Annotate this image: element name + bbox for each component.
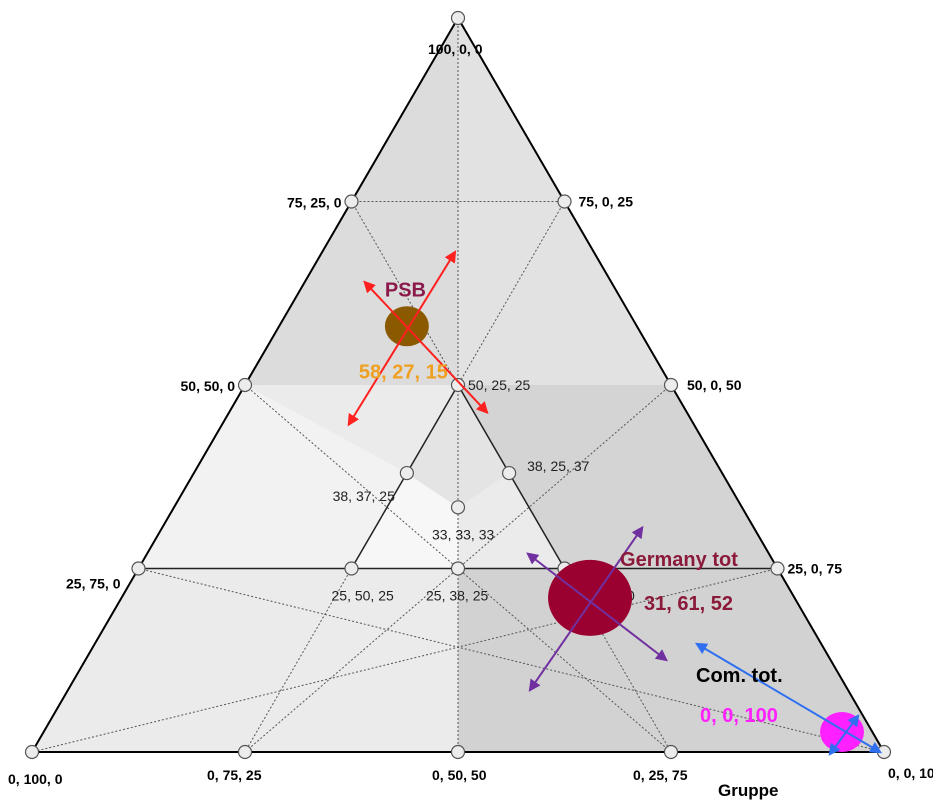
grid-point-label: 0, 50, 50	[432, 767, 487, 783]
germany-arrow	[526, 552, 668, 662]
grid-point-label: 50, 50, 0	[181, 378, 236, 394]
gruppe-label: Gruppe	[718, 781, 778, 800]
series-layer: PSB 58, 27, 15 Germany tot 31, 61, 52 Com. t…	[347, 250, 883, 756]
grid-point-label: 0, 0, 100	[888, 765, 933, 781]
psb-value: 58, 27, 15	[359, 361, 448, 383]
germany-name: Germany tot	[620, 549, 738, 571]
grid-point-marker	[502, 465, 517, 481]
grid-point-marker	[344, 561, 359, 576]
grid-point-label: 33, 33, 33	[432, 526, 494, 542]
grid-point-marker	[450, 561, 466, 576]
grid-point-marker	[450, 744, 466, 760]
grid-point-marker	[663, 744, 679, 760]
grid-point-marker	[237, 744, 253, 760]
grid-point-marker	[237, 377, 253, 393]
grid-point-marker	[663, 377, 679, 393]
com-name: Com. tot.	[696, 665, 783, 687]
grid-point-layer	[24, 10, 892, 760]
grid-point-label: 100, 0, 0	[428, 41, 483, 57]
grid-point-marker	[24, 744, 40, 760]
grid-point-label: 38, 25, 37	[527, 458, 589, 474]
grid-point-label: 25, 50, 25	[332, 588, 394, 604]
grid-point-marker	[557, 194, 572, 209]
grid-point-label: 50, 25, 25	[468, 377, 530, 393]
grid-point-label: 25, 38, 25	[426, 588, 488, 604]
grid-point-label: 25, 0, 75	[788, 561, 843, 577]
grid-point-marker	[770, 561, 785, 576]
grid-point-label: 0, 75, 25	[207, 767, 262, 783]
grid-point-label: 0, 100, 0	[8, 771, 63, 787]
region-left	[138, 385, 407, 569]
region-center-left	[351, 473, 458, 569]
grid-point-label: 75, 25, 0	[287, 195, 342, 211]
grid-point-label: 0, 25, 75	[633, 767, 688, 783]
com-arrow	[828, 714, 860, 756]
grid-point-marker	[131, 561, 146, 576]
grid-point-marker	[450, 10, 466, 26]
grid-point-label: 50, 0, 50	[687, 377, 742, 393]
grid-point-label: 38, 37, 25	[333, 488, 395, 504]
psb-name: PSB	[385, 279, 426, 301]
germany-value: 31, 61, 52	[644, 593, 733, 615]
com-value: 0, 0, 100	[700, 705, 778, 727]
grid-point-marker	[450, 500, 466, 515]
grid-point-marker	[344, 194, 359, 209]
psb-arrow	[363, 280, 489, 415]
grid-point-label: 75, 0, 25	[579, 194, 634, 210]
grid-point-marker	[399, 465, 414, 481]
grid-point-label: 25, 75, 0	[66, 576, 121, 592]
